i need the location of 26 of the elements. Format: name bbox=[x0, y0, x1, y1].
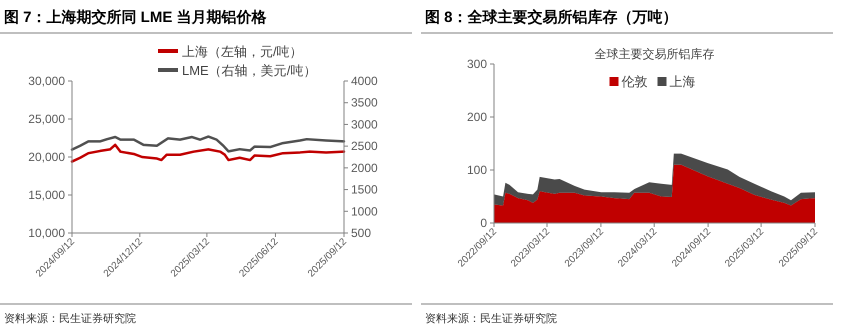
y2-tick-label: 1500 bbox=[351, 182, 378, 197]
legend-label: 上海（左轴，元/吨） bbox=[182, 44, 303, 59]
y2-tick-label: 4000 bbox=[351, 74, 378, 88]
y-tick-label: 25,000 bbox=[28, 112, 66, 126]
y2-tick-label: 3500 bbox=[351, 96, 378, 110]
y-tick-label: 20,000 bbox=[28, 150, 66, 164]
y2-tick-label: 500 bbox=[351, 226, 372, 240]
y-tick-label: 200 bbox=[466, 110, 488, 124]
y-tick-label: 100 bbox=[466, 163, 488, 177]
y-tick-label: 300 bbox=[466, 57, 488, 71]
legend-label: 伦敦 bbox=[622, 74, 648, 89]
y2-tick-label: 3000 bbox=[351, 117, 378, 132]
legend-label: LME（右轴，美元/吨） bbox=[182, 63, 316, 78]
y-tick-label: 10,000 bbox=[28, 226, 66, 240]
y-tick-label: 0 bbox=[480, 216, 488, 230]
chart-title: 图 7：上海期交所同 LME 当月期铝价格 bbox=[4, 8, 268, 26]
legend-label: 上海 bbox=[670, 74, 696, 89]
text: 资料来源：民生证券研究院 bbox=[425, 312, 557, 325]
y2-tick-label: 2500 bbox=[351, 139, 378, 154]
y-tick-label: 15,000 bbox=[28, 188, 66, 202]
y-tick-label: 30,000 bbox=[28, 74, 66, 88]
chart-subtitle: 全球主要交易所铝库存 bbox=[594, 47, 714, 61]
text: 资料来源：民生证券研究院 bbox=[4, 312, 136, 325]
chart-title: 图 8：全球主要交易所铝库存（万吨） bbox=[425, 8, 678, 26]
y2-tick-label: 2000 bbox=[351, 160, 378, 175]
y2-tick-label: 1000 bbox=[351, 204, 378, 218]
